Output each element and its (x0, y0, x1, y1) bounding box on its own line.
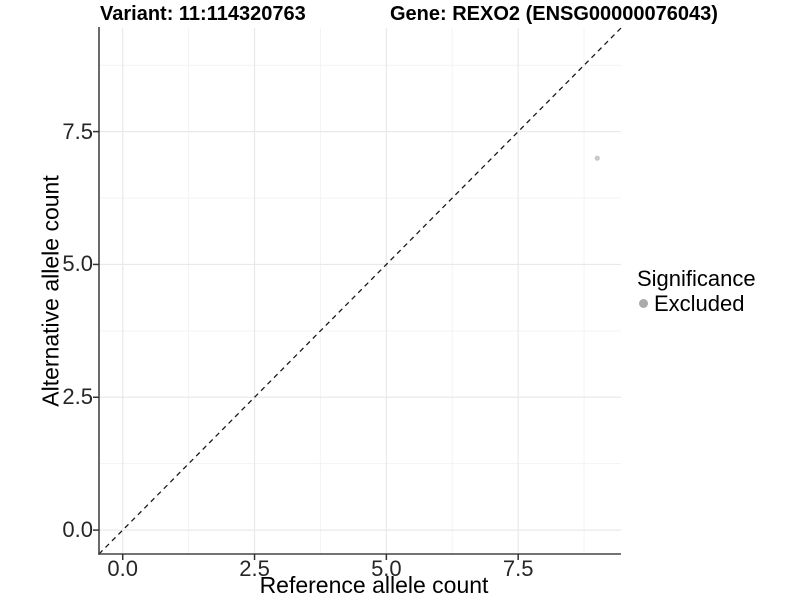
x-tick-label: 5.0 (371, 556, 402, 581)
y-tick-label: 0.0 (62, 517, 93, 543)
data-point (594, 155, 600, 161)
x-tick-label: 2.5 (239, 556, 270, 581)
plot-title-gene: Gene: REXO2 (ENSG00000076043) (390, 3, 718, 25)
legend-title: Significance (637, 266, 756, 291)
legend-item-excluded: Excluded (636, 292, 756, 315)
legend-item-label: Excluded (654, 291, 745, 316)
x-tick-label: 0.0 (107, 556, 139, 581)
identity-reference-line (98, 27, 622, 555)
y-axis-title: Alternative allele count (37, 175, 64, 407)
y-tick-label: 7.5 (62, 118, 93, 144)
legend: Significance Excluded (636, 266, 756, 315)
x-axis-title: Reference allele count (259, 572, 489, 598)
y-tick-label: 5.0 (62, 251, 93, 277)
plot-title-variant: Variant: 11:114320763 (100, 3, 306, 25)
y-tick-label: 2.5 (62, 384, 93, 410)
x-tick-label: 7.5 (502, 556, 534, 581)
legend-point-icon (639, 299, 648, 308)
